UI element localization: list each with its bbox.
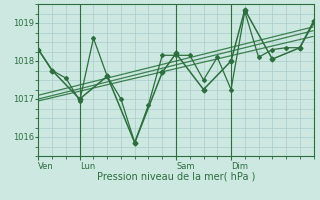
X-axis label: Pression niveau de la mer( hPa ): Pression niveau de la mer( hPa )	[97, 172, 255, 182]
